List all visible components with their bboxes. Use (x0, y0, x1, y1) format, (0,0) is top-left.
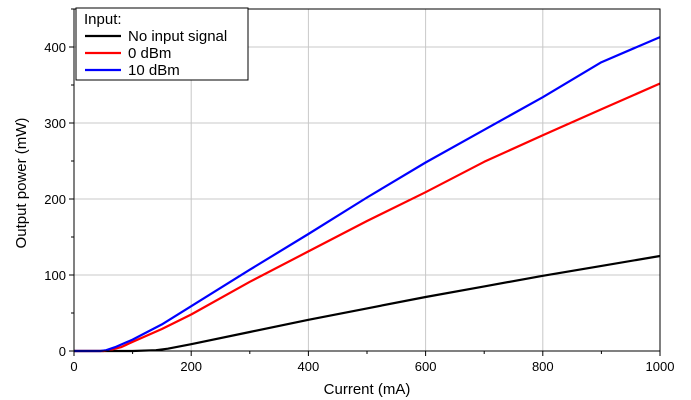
x-tick-label: 0 (70, 359, 77, 374)
x-tick-label: 600 (415, 359, 437, 374)
x-tick-label: 400 (298, 359, 320, 374)
legend-label-3: 10 dBm (128, 62, 180, 79)
legend-box (75, 7, 249, 81)
series-layer (74, 36, 661, 353)
y-axis-title: Output power (mW) (13, 118, 30, 249)
y-tick-label: 0 (59, 344, 66, 359)
series-line-3 (74, 36, 661, 353)
legend-label-1: No input signal (128, 28, 227, 45)
series-line-2 (74, 82, 661, 353)
x-axis-title: Current (mA) (324, 381, 411, 398)
legend-title: Input: (84, 11, 122, 28)
x-tick-label: 800 (532, 359, 554, 374)
series-line-1 (74, 254, 661, 353)
x-tick-label: 1000 (646, 359, 675, 374)
y-tick-label: 100 (44, 268, 66, 283)
ticks: 0 200 400 600 800 1000 0 100 200 300 400 (44, 8, 675, 374)
y-tick-label: 400 (44, 40, 66, 55)
y-tick-label: 200 (44, 192, 66, 207)
x-tick-label: 200 (180, 359, 202, 374)
y-tick-label: 300 (44, 116, 66, 131)
grid-lines (74, 9, 660, 351)
legend-label-2: 0 dBm (128, 45, 171, 62)
